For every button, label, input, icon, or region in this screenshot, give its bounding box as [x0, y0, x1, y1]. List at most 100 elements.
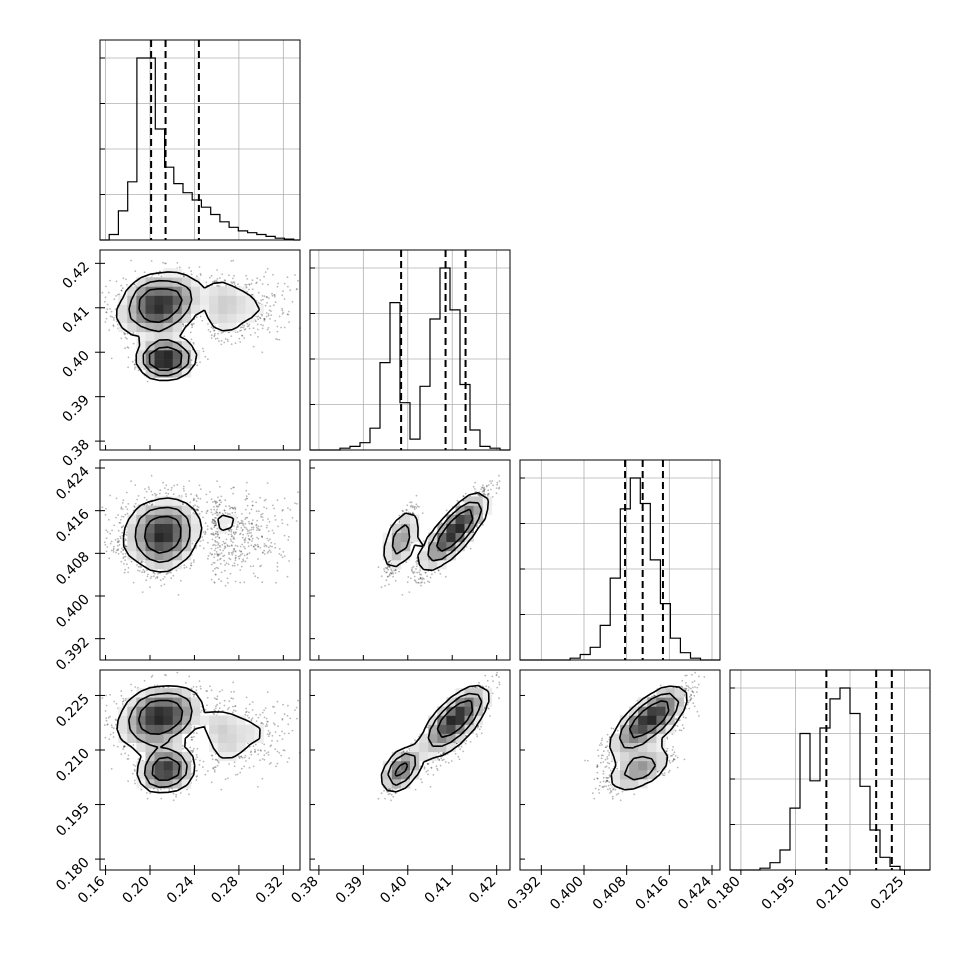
sample-point [259, 749, 262, 752]
sample-point [127, 346, 130, 349]
sample-point [498, 683, 501, 686]
sample-point [233, 562, 236, 565]
sample-point [616, 729, 619, 732]
y-tick-label: 0.195 [53, 800, 93, 840]
sample-point [487, 492, 490, 495]
density-cell [154, 496, 164, 506]
sample-point [255, 720, 258, 723]
sample-point [198, 763, 201, 766]
sample-point [216, 501, 218, 504]
sample-point [133, 368, 136, 370]
contour-level-2 [137, 699, 184, 781]
sample-point [127, 754, 130, 757]
sample-point [217, 544, 220, 546]
sample-point [270, 744, 273, 747]
sample-point [178, 495, 181, 497]
sample-point [287, 704, 289, 707]
sample-point [287, 310, 290, 313]
sample-point [176, 262, 179, 264]
sample-point [226, 545, 229, 548]
density-cell [154, 295, 164, 305]
sample-point [106, 723, 109, 725]
sample-point [212, 519, 215, 521]
sample-point [173, 484, 176, 487]
sample-point [253, 545, 255, 548]
sample-point [216, 514, 219, 517]
sample-point [250, 718, 253, 721]
sample-point [458, 758, 461, 761]
sample-point [218, 536, 221, 539]
sample-point [195, 732, 198, 735]
density-cell [638, 724, 648, 734]
contour-level-2 [628, 700, 670, 739]
sample-point [421, 512, 424, 514]
density-cell [391, 532, 402, 543]
sample-point [269, 731, 271, 734]
sample-point [124, 745, 126, 748]
sample-point [274, 731, 277, 733]
sample-point [105, 311, 108, 314]
density-cell [145, 368, 155, 378]
sample-point [267, 754, 270, 756]
sample-point [105, 507, 107, 510]
sample-point [425, 770, 428, 773]
sample-point [406, 504, 409, 507]
sample-point [230, 533, 233, 536]
sample-point [232, 705, 234, 708]
sample-point [288, 560, 290, 562]
x-tick-label: 0.24 [164, 873, 197, 906]
density-cell [136, 514, 146, 524]
sample-point [213, 533, 216, 536]
sample-point [688, 707, 691, 710]
sample-point [270, 761, 272, 764]
sample-point [137, 565, 140, 568]
sample-point [447, 761, 450, 764]
density-cell [629, 724, 639, 734]
sample-point [223, 509, 226, 512]
sample-point [155, 493, 158, 496]
density-cell [181, 697, 192, 707]
sample-point [212, 570, 215, 572]
sample-point [251, 279, 254, 282]
sample-point [607, 750, 609, 752]
sample-point [476, 726, 479, 729]
sample-point [227, 777, 229, 780]
sample-point [235, 528, 238, 531]
sample-point [685, 674, 688, 677]
sample-point [213, 335, 216, 338]
density-cell [154, 779, 164, 789]
sample-point [182, 487, 185, 490]
sample-point [265, 315, 268, 318]
sample-point [604, 781, 607, 783]
sample-point [271, 294, 274, 297]
density-cell [136, 541, 146, 552]
sample-point [287, 285, 289, 288]
sample-point [190, 738, 193, 741]
sample-point [273, 706, 275, 708]
panel-frame [99, 39, 301, 241]
sample-point [263, 549, 266, 552]
sample-point [115, 497, 118, 500]
sample-point [694, 686, 696, 688]
sample-point [606, 745, 609, 747]
density-cell [665, 697, 675, 707]
density-cell [127, 724, 137, 734]
sample-point [450, 760, 453, 762]
sample-point [428, 581, 431, 583]
sample-point [191, 736, 194, 739]
sample-point [243, 581, 246, 584]
sample-point [164, 487, 166, 489]
sample-point [266, 691, 269, 693]
sample-point [240, 519, 243, 522]
sample-point [206, 696, 209, 699]
density-cell [200, 295, 210, 305]
density-cell [118, 733, 128, 743]
sample-point [267, 297, 270, 299]
sample-point [248, 532, 251, 534]
sample-point [209, 276, 211, 279]
sample-point [141, 591, 144, 593]
density-cell [610, 779, 621, 789]
sample-point [256, 315, 258, 318]
density-cell [172, 313, 183, 323]
sample-point [146, 380, 149, 383]
